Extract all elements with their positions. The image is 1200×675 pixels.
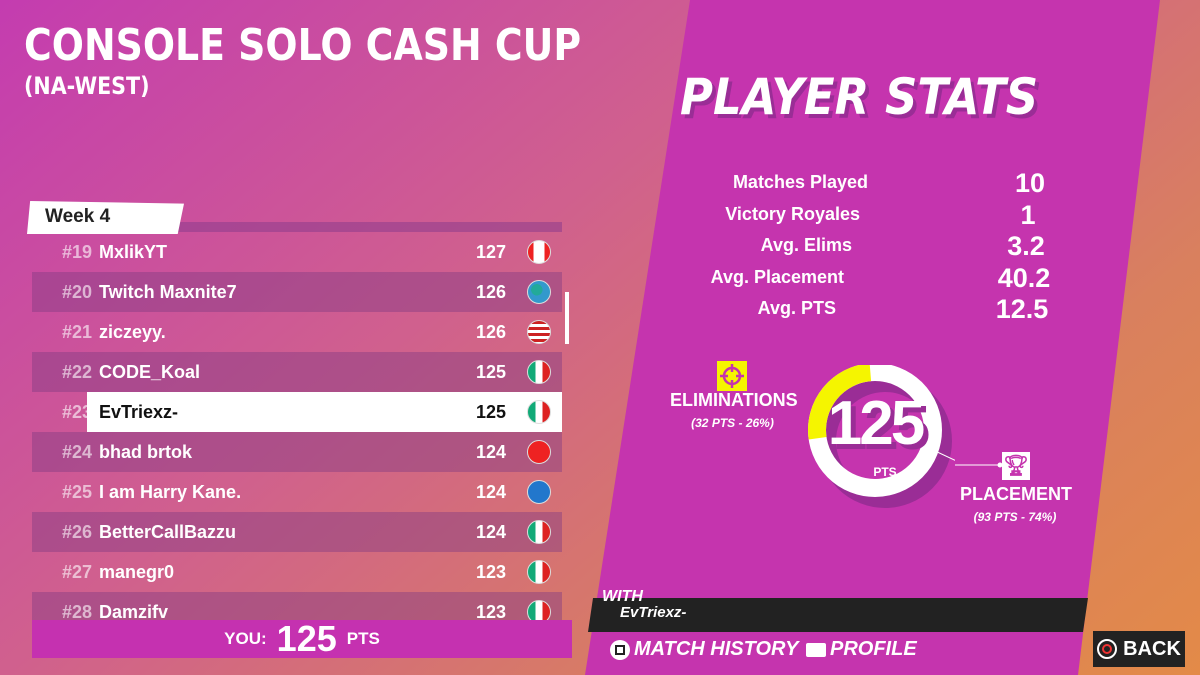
stat-value: 12.5: [995, 294, 1049, 324]
row-player-name: bhad brtok: [99, 441, 192, 462]
stat-label: Avg. PTS: [757, 298, 836, 318]
back-label: BACK: [1123, 637, 1181, 660]
with-name: EvTriexz-: [620, 604, 687, 621]
scrollbar[interactable]: [565, 292, 569, 344]
with-label: WITH: [602, 588, 643, 605]
row-rank: #28: [61, 601, 92, 621]
touchpad-icon: [806, 642, 826, 657]
you-unit: PTS: [346, 629, 380, 648]
row-rank: #22: [61, 361, 92, 382]
usa-flag-icon: [527, 320, 551, 344]
stat-value: 3.2: [1007, 231, 1045, 261]
you-value: 125: [276, 618, 337, 659]
row-rank: #23: [61, 401, 92, 422]
eliminations-detail: (32 PTS - 26%): [691, 416, 774, 430]
trophy-icon: 🏆︎: [1002, 452, 1030, 480]
row-player-name: EvTriexz-: [99, 401, 179, 422]
leaderboard-row[interactable]: #24 bhad brtok 124: [32, 432, 562, 472]
stat-label: Matches Played: [732, 172, 868, 192]
placement-label: PLACEMENT: [960, 484, 1072, 504]
leaderboard-row[interactable]: #28 Damzifv 123: [32, 592, 562, 620]
your-score-bar: YOU: 125 PTS: [32, 618, 572, 659]
stat-value: 10: [1014, 168, 1046, 198]
row-rank: #19: [61, 241, 92, 262]
row-player-name: MxlikYT: [99, 241, 168, 262]
match-history-label: MATCH HISTORY: [634, 638, 799, 660]
stat-label: Avg. Placement: [710, 266, 844, 287]
row-points: 125: [475, 361, 506, 382]
row-rank: #24: [61, 441, 92, 462]
leaderboard-row[interactable]: #19 MxlikYT 127: [32, 232, 562, 272]
leaderboard-row[interactable]: #25 I am Harry Kane. 124: [32, 472, 562, 512]
row-player-name: BetterCallBazzu: [99, 521, 237, 542]
row-points: 126: [475, 281, 506, 302]
row-points: 124: [475, 441, 506, 462]
turkey-flag-icon: [527, 440, 551, 464]
row-points: 127: [475, 241, 506, 262]
stat-value: 40.2: [997, 262, 1051, 293]
row-rank: #20: [61, 281, 92, 302]
points-donut: [805, 363, 966, 520]
globe-icon: [527, 280, 551, 304]
leaderboard-row[interactable]: #26 BetterCallBazzu 124: [32, 512, 562, 552]
you-label: YOU:: [224, 629, 267, 648]
row-points: 126: [475, 321, 506, 342]
mexico-flag-icon: [527, 400, 551, 424]
profile-label: PROFILE: [830, 638, 917, 660]
stat-value: 1: [1020, 199, 1036, 230]
mexico-flag-icon: [527, 360, 551, 384]
mexico-flag-icon: [527, 600, 551, 620]
row-player-name: I am Harry Kane.: [99, 481, 242, 502]
stats-title: PLAYER STATS: [680, 68, 1039, 126]
row-points: 123: [475, 561, 506, 582]
row-points: 125: [475, 401, 506, 422]
page-title: CONSOLE SOLO CASH CUP: [24, 20, 582, 71]
row-rank: #26: [61, 521, 92, 542]
total-points: 125: [827, 389, 925, 458]
placement-detail: (93 PTS - 74%): [973, 510, 1057, 524]
row-rank: #25: [61, 481, 92, 502]
circle-button-icon: [1097, 639, 1118, 659]
row-player-name: Damzifv: [99, 601, 169, 621]
total-points-unit: PTS: [873, 465, 897, 479]
match-history-button[interactable]: MATCH HISTORY: [610, 638, 798, 661]
with-bar: [588, 598, 1088, 632]
leaderboard-row[interactable]: #20 Twitch Maxnite7 126: [32, 272, 562, 312]
square-button-icon: [610, 639, 630, 660]
row-points: 124: [475, 481, 506, 502]
elimination-arc: [808, 363, 872, 440]
row-points: 124: [475, 521, 506, 542]
row-player-name: CODE_Koal: [99, 361, 201, 382]
row-points: 123: [475, 601, 506, 621]
leaderboard-row[interactable]: #21 ziczeyy. 126: [32, 312, 562, 352]
region-label: (NA-WEST): [24, 72, 150, 100]
mexico-flag-icon: [527, 560, 551, 584]
row-rank: #27: [61, 561, 92, 582]
canada-flag-icon: [527, 240, 551, 264]
row-rank: #21: [61, 321, 92, 342]
back-button[interactable]: BACK: [1093, 631, 1185, 667]
leaderboard-row[interactable]: #27 manegr0 123: [32, 552, 562, 592]
leaderboard-row[interactable]: #23 EvTriexz- 125: [32, 392, 562, 432]
profile-button[interactable]: PROFILE: [806, 638, 917, 661]
stat-label: Avg. Elims: [760, 235, 852, 255]
leaderboard-list[interactable]: #19 MxlikYT 127 #20 Twitch Maxnite7 126 #21 zic…: [32, 222, 562, 620]
eliminations-label: ELIMINATIONS: [670, 390, 798, 410]
tab-week[interactable]: Week 4: [27, 201, 184, 234]
mexico-flag-icon: [527, 520, 551, 544]
leaderboard-row[interactable]: #22 CODE_Koal 125: [32, 352, 562, 392]
row-player-name: manegr0: [99, 561, 175, 582]
scotland-flag-icon: [527, 480, 551, 504]
row-player-name: Twitch Maxnite7: [99, 281, 237, 302]
stat-label: Victory Royales: [725, 203, 860, 224]
crosshair-icon: [717, 361, 747, 391]
row-player-name: ziczeyy.: [99, 321, 166, 342]
